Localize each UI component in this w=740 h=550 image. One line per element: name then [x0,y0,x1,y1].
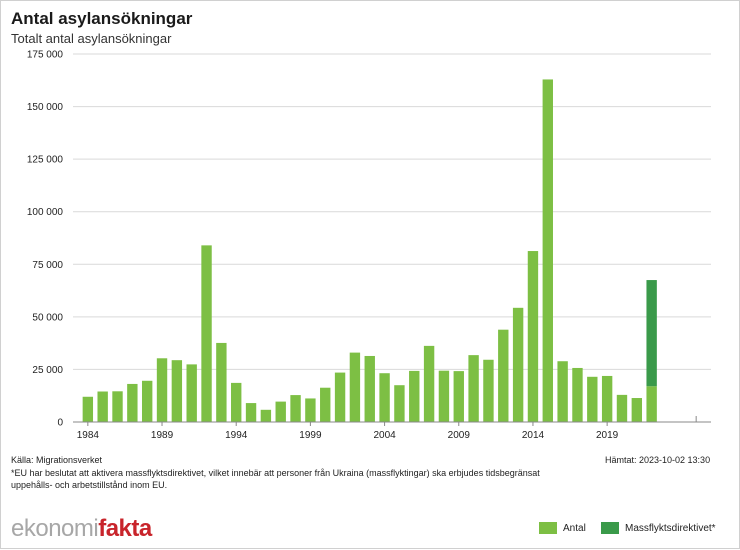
bar [186,364,197,422]
bar [483,359,494,422]
bar [468,355,479,422]
y-tick-label: 75 000 [32,260,63,271]
x-tick-label: 2004 [373,430,396,441]
y-tick-label: 100 000 [27,207,64,218]
bar [231,382,242,422]
x-tick-label: 1989 [151,430,174,441]
y-tick-label: 175 000 [27,50,64,61]
bar [260,409,272,422]
x-tick-label: 1999 [299,430,322,441]
bar [587,376,598,422]
bar [156,358,168,422]
y-tick-label: 50 000 [32,312,63,323]
bar [438,370,450,422]
bar [646,280,657,387]
bar [512,307,524,422]
bar [216,342,227,422]
legend-label-massflykt: Massflyktsdirektivet* [625,522,716,534]
chart-title: Antal asylansökningar [11,9,193,28]
bar [527,251,539,422]
bar [305,398,316,422]
bar [141,380,153,422]
bar [616,394,628,422]
y-tick-label: 150 000 [27,102,64,113]
x-tick-label: 2019 [596,430,619,441]
bar [498,329,509,422]
footnote: *EU har beslutat att aktivera massflykts… [11,468,540,490]
bar [409,370,420,422]
x-tick-label: 2009 [448,430,471,441]
ekonomifakta-logo[interactable]: ekonomifakta [11,515,152,543]
bar [245,403,257,422]
fetched-timestamp: Hämtat: 2023-10-02 13:30 [605,455,711,465]
bar [423,345,435,422]
bar [349,352,361,422]
y-tick-label: 125 000 [27,155,64,166]
y-tick-label: 25 000 [32,365,63,376]
bar [453,371,464,422]
bar [379,373,390,422]
source-text: Källa: Migrationsverket [11,455,103,465]
bar [275,401,286,422]
bar [127,383,138,422]
bar [394,385,405,422]
logo-text-fakta: fakta [98,515,152,542]
bar [112,391,123,422]
bar [601,375,613,422]
x-tick-label: 2014 [522,430,545,441]
bar [320,387,331,422]
bar [97,391,108,422]
logo-text-ekonomi: ekonomi [11,515,99,542]
bar [631,398,643,422]
legend-label-antal: Antal [563,522,586,534]
bar [334,372,346,422]
bar [364,355,375,422]
legend-swatch-antal [539,522,557,534]
bar [646,386,657,422]
legend-item-massflykt[interactable]: Massflyktsdirektivet* [601,522,716,534]
bar [542,79,553,422]
x-tick-label: 1994 [225,430,248,441]
bar [290,395,301,422]
legend-item-antal[interactable]: Antal [539,522,586,534]
bar [201,245,212,422]
bar [572,367,583,422]
bar [82,396,94,422]
bar [171,360,183,422]
y-tick-label: 0 [57,418,63,429]
chart-subtitle: Totalt antal asylansökningar [11,31,172,46]
bar [557,361,568,422]
x-tick-label: 1984 [77,430,100,441]
legend-swatch-massflykt [601,522,619,534]
